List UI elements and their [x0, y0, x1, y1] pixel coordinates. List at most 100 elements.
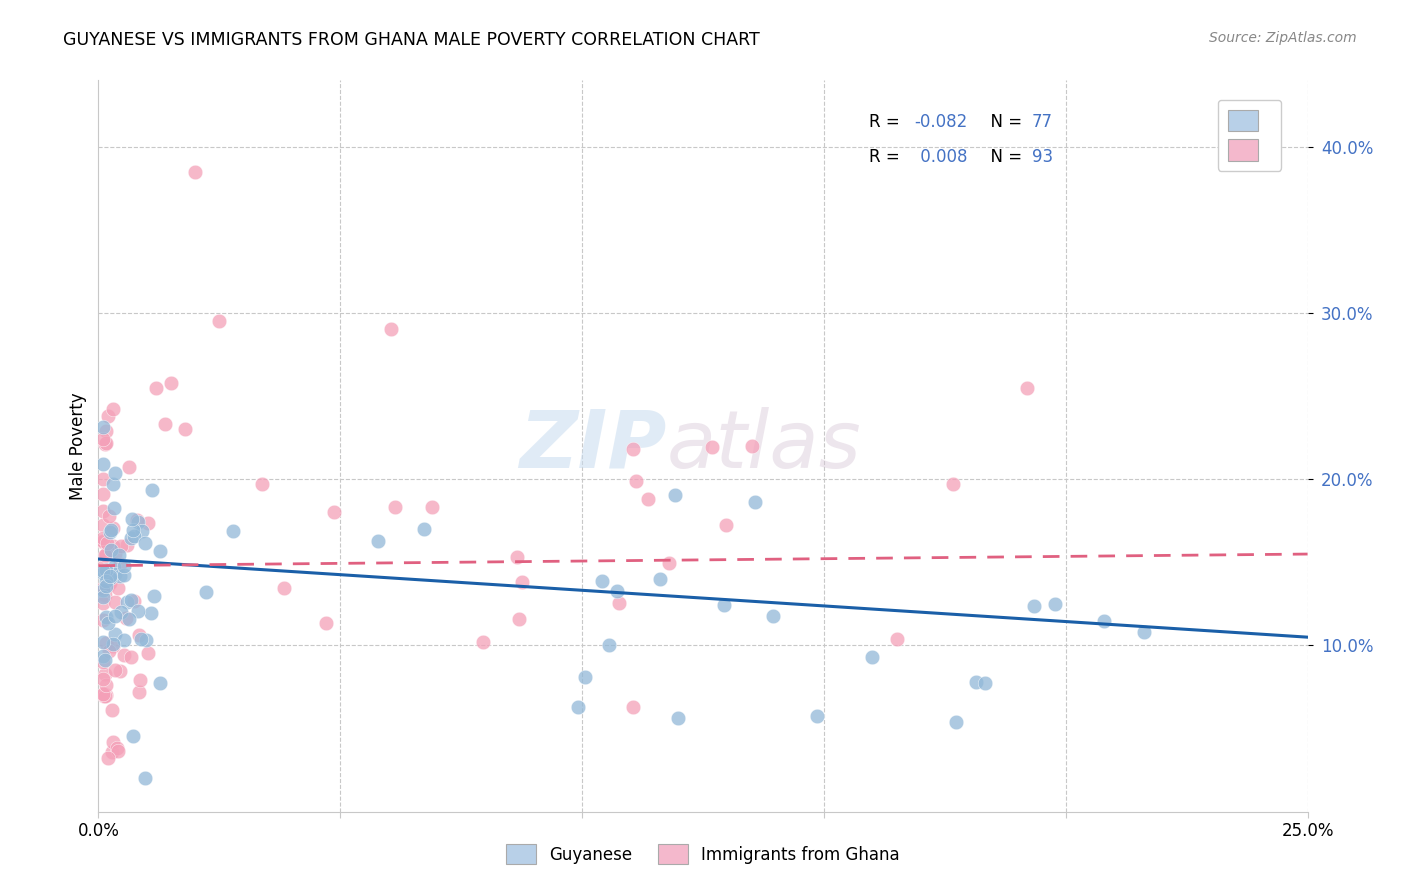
Point [131, 524, 153, 538]
Point [128, 628, 150, 642]
Point [1043, 597, 1066, 611]
Point [472, 634, 495, 648]
Point [108, 665, 131, 679]
Point [112, 648, 135, 662]
Point [91, 596, 114, 610]
Point [118, 460, 141, 475]
Point [208, 314, 231, 328]
Point [222, 524, 245, 539]
Text: 0.008: 0.008 [915, 147, 967, 166]
Point [107, 744, 129, 758]
Point [96, 688, 118, 702]
Point [96, 547, 118, 561]
Point [153, 417, 176, 431]
Point [134, 772, 156, 786]
Point [105, 741, 128, 756]
Point [125, 512, 148, 526]
Point [122, 729, 145, 743]
Point [149, 675, 172, 690]
Point [112, 632, 135, 647]
Text: N =: N = [980, 113, 1028, 131]
Legend: , : , [1218, 100, 1281, 170]
Point [98, 508, 121, 523]
Point [91, 672, 114, 686]
Point [120, 532, 142, 546]
Point [98, 576, 121, 591]
Point [122, 594, 145, 608]
Point [567, 699, 589, 714]
Point [93, 687, 115, 701]
Point [101, 402, 124, 417]
Point [149, 544, 172, 558]
Point [124, 529, 146, 543]
Point [420, 500, 443, 515]
Point [103, 559, 125, 574]
Point [93, 437, 115, 451]
Point [860, 649, 883, 664]
Point [91, 531, 114, 545]
Point [965, 674, 987, 689]
Point [942, 477, 965, 491]
Point [108, 549, 131, 563]
Point [384, 500, 406, 514]
Point [103, 501, 125, 516]
Point [741, 439, 763, 453]
Point [91, 535, 114, 549]
Point [322, 505, 344, 519]
Point [94, 653, 117, 667]
Point [716, 517, 738, 532]
Point [91, 613, 114, 627]
Point [574, 670, 596, 684]
Point [96, 549, 118, 564]
Point [96, 636, 118, 650]
Point [1133, 625, 1156, 640]
Point [143, 590, 166, 604]
Point [744, 495, 766, 509]
Point [139, 606, 162, 620]
Point [107, 581, 129, 595]
Point [110, 605, 132, 619]
Point [93, 689, 115, 703]
Point [98, 569, 121, 583]
Point [624, 474, 647, 488]
Legend: Guyanese, Immigrants from Ghana: Guyanese, Immigrants from Ghana [499, 838, 907, 871]
Point [592, 574, 614, 589]
Point [103, 735, 125, 749]
Text: R =: R = [869, 113, 904, 131]
Y-axis label: Male Poverty: Male Poverty [69, 392, 87, 500]
Text: R =: R = [869, 147, 904, 166]
Point [93, 548, 115, 562]
Point [380, 321, 402, 335]
Point [98, 644, 121, 658]
Point [103, 637, 125, 651]
Point [598, 638, 620, 652]
Point [112, 568, 135, 582]
Point [136, 516, 159, 530]
Point [91, 457, 114, 471]
Point [91, 583, 114, 598]
Point [91, 486, 114, 500]
Point [91, 420, 114, 434]
Point [91, 504, 114, 518]
Point [98, 525, 121, 540]
Text: N =: N = [980, 147, 1028, 166]
Point [96, 436, 118, 450]
Point [94, 588, 117, 602]
Point [100, 523, 122, 537]
Point [1022, 599, 1045, 614]
Point [96, 574, 118, 588]
Point [510, 575, 533, 590]
Point [93, 666, 115, 681]
Point [974, 676, 997, 690]
Point [886, 632, 908, 647]
Point [103, 639, 125, 653]
Point [129, 632, 152, 647]
Point [127, 515, 149, 529]
Point [103, 521, 125, 535]
Point [100, 745, 122, 759]
Point [945, 714, 967, 729]
Point [136, 646, 159, 660]
Point [606, 584, 628, 599]
Point [96, 579, 118, 593]
Point [91, 517, 114, 532]
